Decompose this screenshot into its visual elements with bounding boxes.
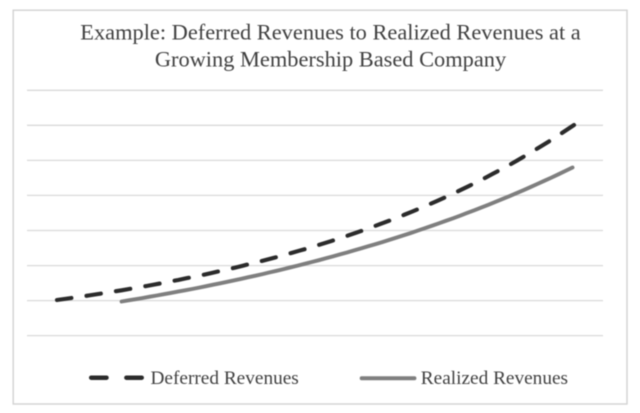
svg-text:Growing Membership Based Compa: Growing Membership Based Company xyxy=(155,47,507,72)
svg-text:Example: Deferred Revenues to: Example: Deferred Revenues to Realized R… xyxy=(80,20,581,45)
svg-text:Realized Revenues: Realized Revenues xyxy=(421,368,568,389)
svg-text:Deferred Revenues: Deferred Revenues xyxy=(151,368,299,389)
